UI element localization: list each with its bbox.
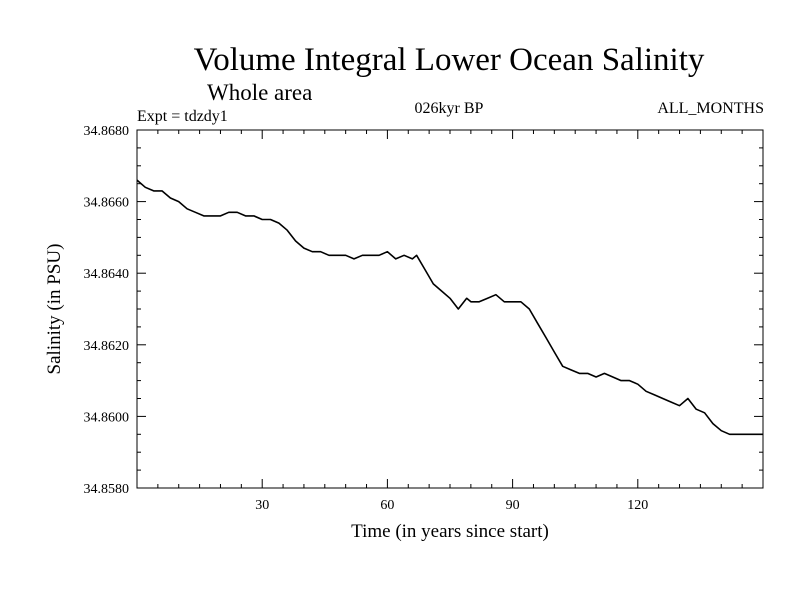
y-tick-label: 34.8600 — [84, 410, 130, 425]
y-tick-label: 34.8620 — [84, 339, 130, 354]
x-tick-label: 120 — [627, 498, 648, 513]
chart-subtitle: Whole area — [207, 80, 312, 105]
period-label: 026kyr BP — [415, 100, 484, 117]
x-tick-label: 60 — [380, 498, 394, 513]
y-axis-ticks: 34.8580 34.8600 34.8620 34.8640 34.8660 34.86… — [84, 124, 763, 497]
y-axis-label: Salinity (in PSU) — [44, 244, 65, 375]
y-tick-label: 34.8680 — [84, 124, 130, 139]
series-layer — [136, 179, 763, 436]
y-tick-label: 34.8640 — [84, 267, 130, 282]
months-label: ALL_MONTHS — [657, 100, 764, 117]
x-tick-label: 30 — [255, 498, 269, 513]
x-tick-label: 90 — [506, 498, 520, 513]
x-axis-ticks: 30 60 90 120 — [157, 130, 743, 513]
y-tick-label: 34.8580 — [84, 482, 130, 497]
series-line-salinity — [136, 179, 763, 436]
x-axis-label: Time (in years since start) — [351, 521, 549, 542]
y-tick-label: 34.8660 — [84, 196, 130, 211]
chart-title: Volume Integral Lower Ocean Salinity — [194, 42, 705, 78]
experiment-label: Expt = tdzdy1 — [137, 108, 228, 125]
plot-frame — [136, 129, 764, 489]
